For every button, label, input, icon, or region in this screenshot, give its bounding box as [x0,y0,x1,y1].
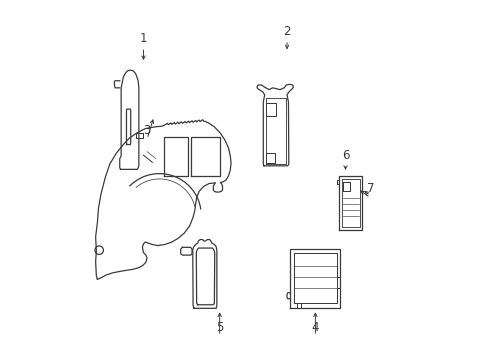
Text: 7: 7 [366,183,373,195]
Text: 4: 4 [311,321,319,334]
Text: 5: 5 [216,321,223,334]
Text: 6: 6 [341,149,348,162]
Text: 1: 1 [140,32,147,45]
Text: 2: 2 [283,24,290,38]
Text: 3: 3 [143,124,150,137]
